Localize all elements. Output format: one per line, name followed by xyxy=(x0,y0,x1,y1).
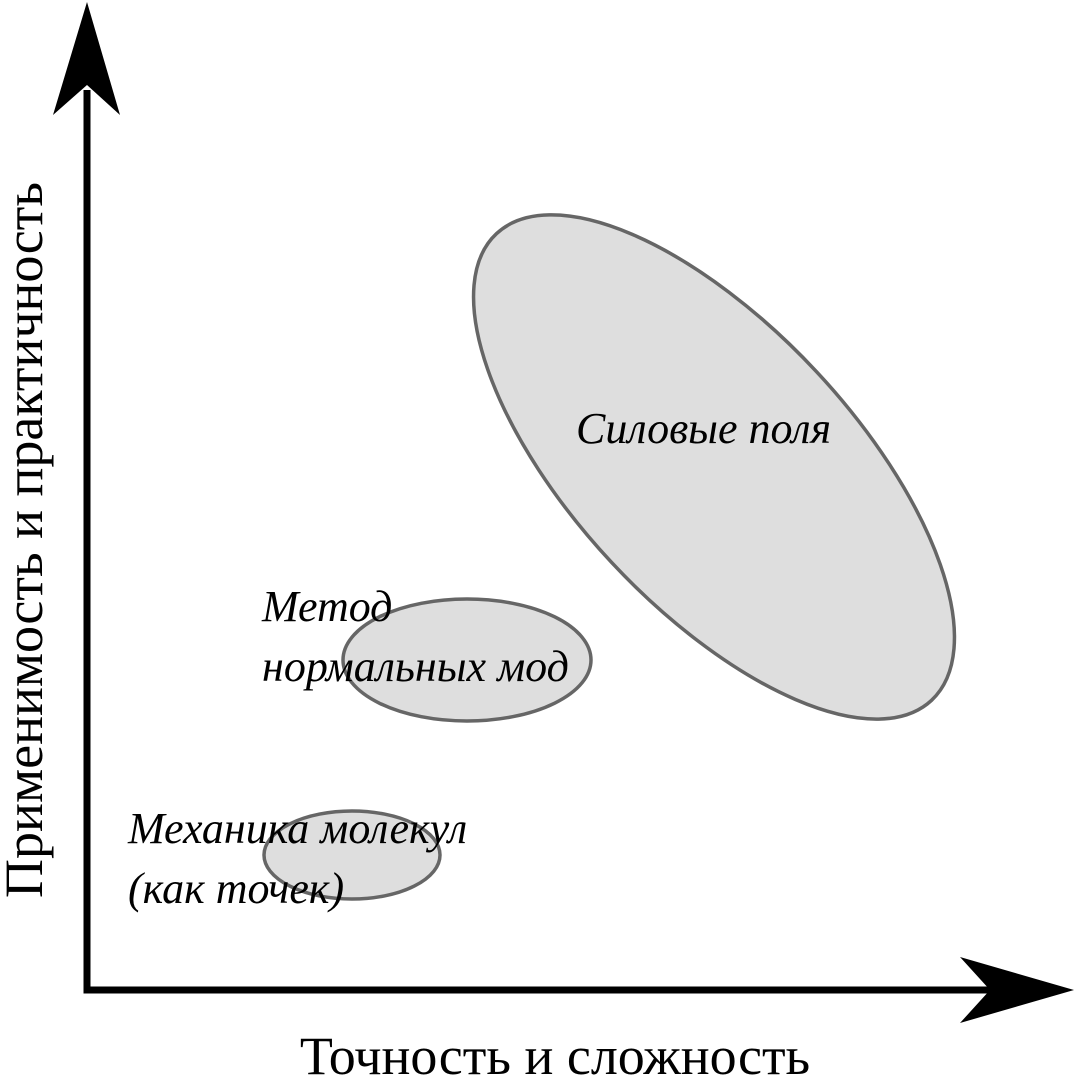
axes-lines xyxy=(83,90,990,994)
y-axis-arrowhead xyxy=(53,2,120,115)
x-axis-title: Точность и сложность xyxy=(300,1026,810,1079)
normal-modes-label-line-2: нормальных мод xyxy=(262,642,569,691)
normal-modes-ellipse xyxy=(341,597,593,723)
force-fields-label: Силовые поля xyxy=(576,404,831,453)
y-axis-title: Применимость и практичность xyxy=(0,182,54,898)
molecular-mechanics-label-line-2: (как точек) xyxy=(128,864,344,913)
molecular-mechanics-ellipse xyxy=(262,809,442,901)
normal-modes-label-line-1: Метод xyxy=(261,582,392,631)
force-fields-ellipse xyxy=(471,213,957,721)
molecular-mechanics-label-line-1: Механика молекул xyxy=(127,804,467,853)
x-axis-arrowhead xyxy=(960,957,1074,1023)
